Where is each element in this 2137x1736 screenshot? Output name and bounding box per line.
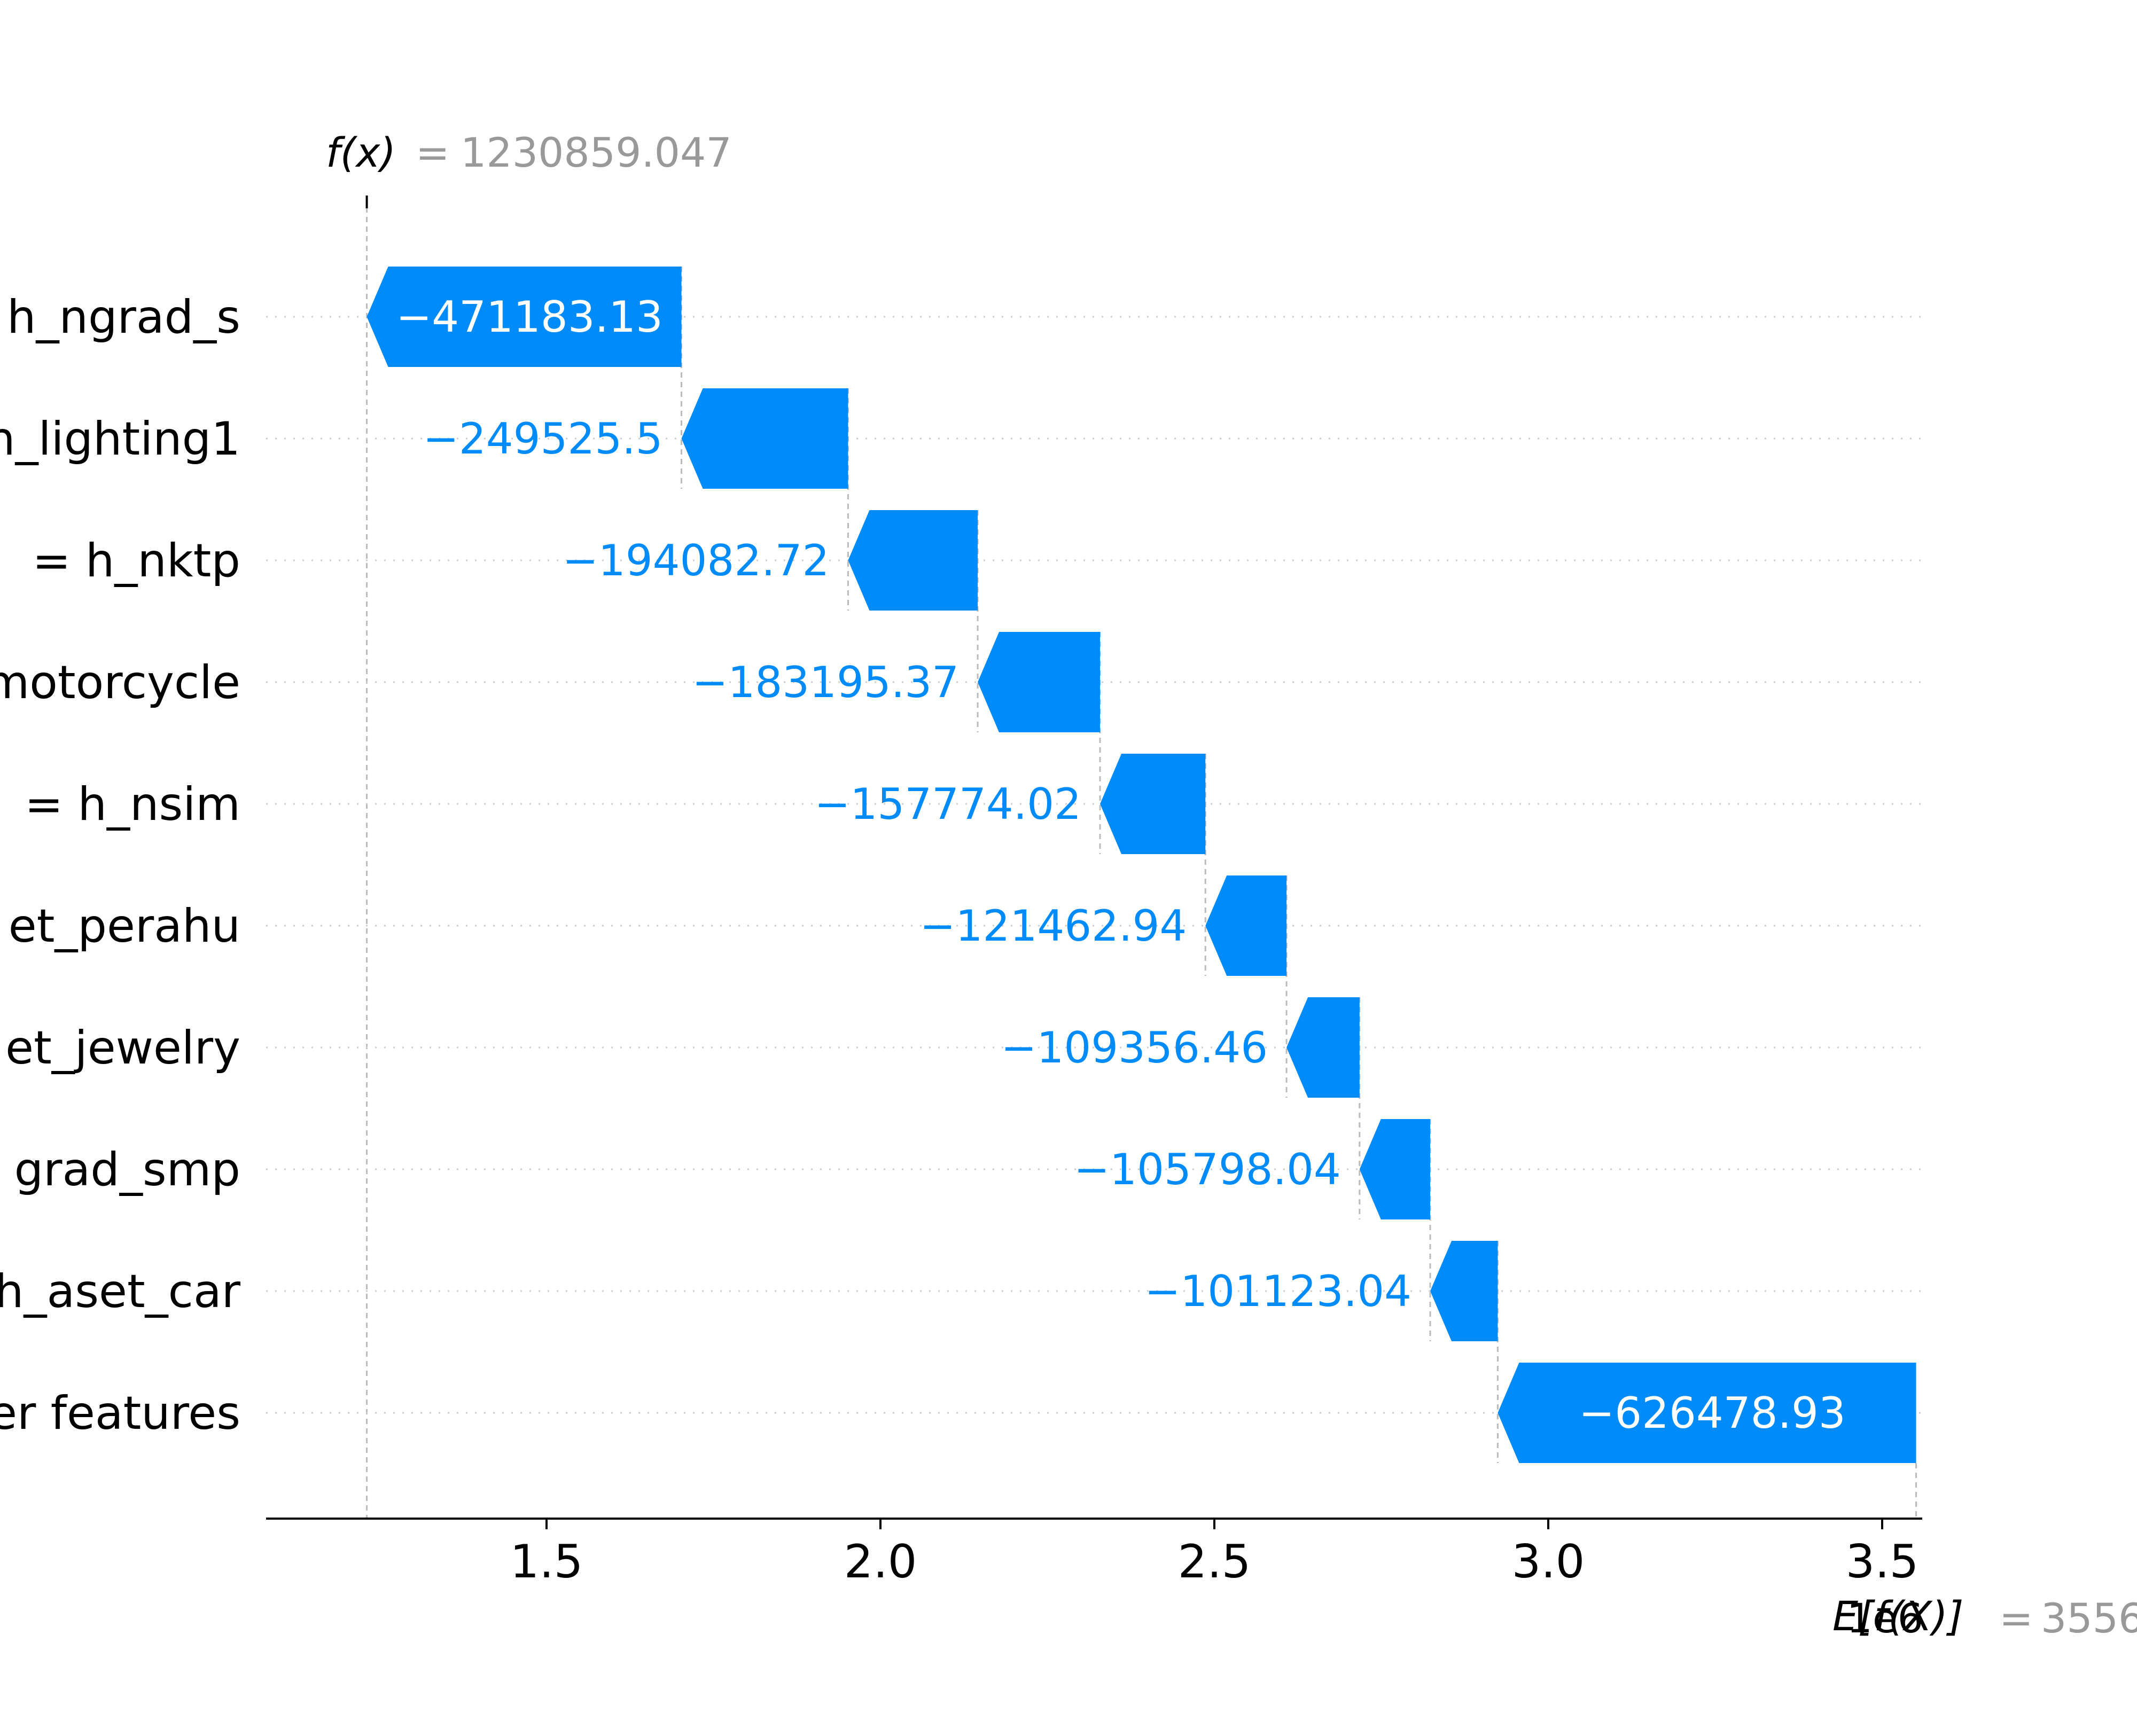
efx-value: 3556... bbox=[2041, 1594, 2137, 1642]
bar-value-label: −121462.94 bbox=[920, 901, 1187, 951]
feature-bar bbox=[978, 632, 1101, 732]
x-axis: 1.5 2.0 2.5 3.0 3.5 bbox=[266, 1518, 1922, 1589]
feature-bar bbox=[366, 267, 682, 367]
feature-bar bbox=[1286, 997, 1360, 1098]
feature-bar bbox=[681, 388, 848, 489]
labels-layer: −471183.13 h_ngrad_s −249525.5 h_lighting1 −… bbox=[0, 291, 1846, 1440]
bar-value-label: −105798.04 bbox=[1074, 1145, 1341, 1194]
x-tick-label: 3.5 bbox=[1846, 1535, 1919, 1589]
feature-label: grad_smp bbox=[14, 1143, 240, 1197]
fx-value: 1230859.047 bbox=[461, 129, 732, 176]
x-tick-label: 1.5 bbox=[510, 1535, 583, 1589]
feature-label: er features bbox=[0, 1387, 240, 1440]
feature-label: h_aset_car bbox=[0, 1265, 241, 1318]
efx-name: E[f(X)] bbox=[1832, 1592, 1963, 1640]
bar-value-label: −101123.04 bbox=[1144, 1266, 1411, 1316]
feature-bar bbox=[848, 510, 978, 611]
feature-bar bbox=[1359, 1119, 1431, 1219]
bar-value-label: −109356.46 bbox=[1001, 1023, 1268, 1073]
grid-layer bbox=[266, 196, 1922, 1519]
x-tick-label: 3.0 bbox=[1512, 1535, 1585, 1589]
feature-bar bbox=[1430, 1241, 1498, 1341]
bar-value-label: −194082.72 bbox=[563, 536, 830, 585]
x-tick-label: 2.5 bbox=[1178, 1535, 1251, 1589]
bar-value-label: −626478.93 bbox=[1579, 1388, 1846, 1438]
feature-bar bbox=[1498, 1363, 1916, 1463]
bar-value-label: −183195.37 bbox=[692, 658, 959, 707]
x-tick-label: 2.0 bbox=[844, 1535, 917, 1589]
feature-bar bbox=[1205, 875, 1287, 976]
bar-value-label: −471183.13 bbox=[396, 292, 663, 342]
feature-bar bbox=[1100, 754, 1206, 854]
fx-equals: = bbox=[416, 129, 450, 176]
feature-label: et_jewelry bbox=[5, 1021, 240, 1075]
efx-equals: = bbox=[1999, 1594, 2033, 1642]
bar-value-label: −157774.02 bbox=[814, 779, 1081, 829]
feature-label: et_perahu bbox=[9, 900, 240, 953]
feature-label: = h_nsim bbox=[25, 778, 240, 831]
feature-label: h_lighting1 bbox=[0, 412, 240, 466]
fx-name: f(x) bbox=[326, 129, 396, 176]
bar-value-label: −249525.5 bbox=[423, 414, 663, 464]
feature-label: h_ngrad_s bbox=[7, 291, 240, 344]
scale-label: 1e6 bbox=[1847, 1594, 1923, 1642]
feature-label: motorcycle bbox=[0, 656, 240, 709]
feature-label: = h_nktp bbox=[32, 534, 240, 588]
bars-layer bbox=[366, 267, 1916, 1463]
